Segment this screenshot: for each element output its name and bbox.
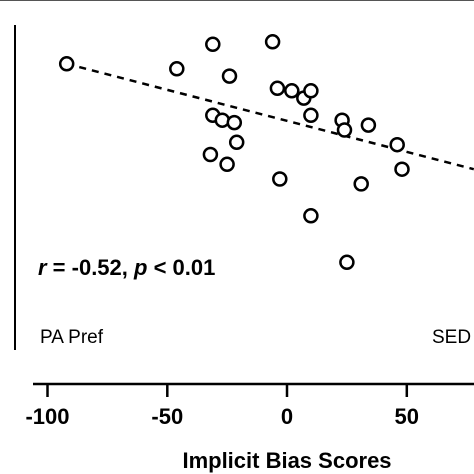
- x-tick-label-1: -100: [25, 404, 69, 429]
- data-point-6: [269, 80, 286, 97]
- stat-r: r: [38, 255, 48, 280]
- correlation-annotation: r = -0.52, p < 0.01: [38, 255, 215, 280]
- data-point-24: [303, 208, 319, 224]
- data-point-19: [360, 117, 377, 133]
- x-tick-label-3: 0: [281, 404, 293, 429]
- data-point-12: [214, 112, 231, 128]
- data-point-20: [389, 136, 405, 153]
- data-point-16: [219, 156, 235, 173]
- data-point-18: [336, 122, 353, 138]
- stat-r-value: = -0.52,: [47, 255, 134, 280]
- data-point-4: [264, 34, 281, 50]
- stat-p: p: [133, 255, 147, 280]
- data-point-25: [339, 254, 355, 271]
- data-point-9: [303, 83, 319, 99]
- points-layer: [58, 34, 410, 271]
- data-point-23: [272, 171, 288, 187]
- data-point-13: [226, 114, 243, 131]
- right-group-label: SED: [432, 327, 471, 348]
- data-point-2: [169, 61, 185, 77]
- data-point-14: [228, 134, 245, 151]
- x-axis-label: Implicit Bias Scores: [182, 448, 391, 473]
- data-point-1: [58, 56, 75, 72]
- data-point-10: [303, 107, 319, 124]
- x-tick-label-4: 50: [395, 404, 419, 429]
- x-ticks: -100 -50 0 50: [25, 384, 419, 429]
- trend-line: [66, 62, 474, 171]
- data-point-15: [202, 146, 219, 163]
- data-point-5: [221, 68, 238, 84]
- stat-p-value: < 0.01: [147, 255, 215, 280]
- data-point-21: [394, 161, 410, 177]
- data-point-3: [205, 36, 221, 53]
- data-point-7: [284, 83, 300, 99]
- data-point-22: [353, 176, 369, 192]
- left-group-label: PA Pref: [40, 327, 104, 348]
- x-tick-label-2: -50: [151, 404, 183, 429]
